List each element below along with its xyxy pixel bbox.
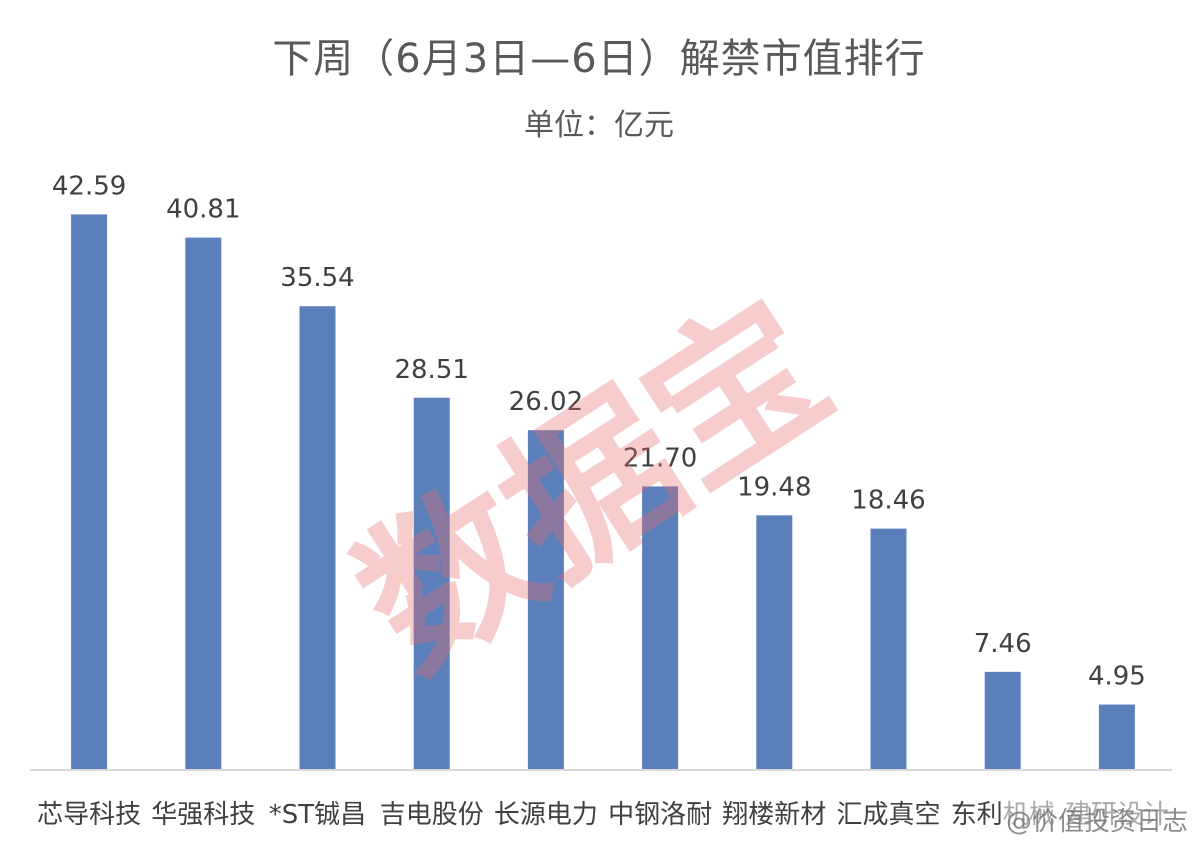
bar-1 — [71, 214, 108, 770]
bar-5 — [527, 430, 564, 769]
category-label-8: 汇成真空 — [836, 800, 940, 830]
value-label-5: 26.02 — [509, 387, 583, 417]
value-label-6: 21.70 — [623, 443, 697, 473]
bar-7 — [756, 515, 793, 769]
bar-3 — [299, 306, 336, 769]
value-label-2: 40.81 — [166, 195, 240, 225]
category-label-7: 翔楼新材 — [722, 800, 826, 830]
value-label-7: 19.48 — [737, 472, 811, 502]
bar-2 — [185, 237, 222, 769]
category-label-6: 中钢洛耐 — [608, 800, 712, 830]
category-label-4: 吉电股份 — [380, 800, 484, 830]
bar-10 — [1098, 704, 1135, 769]
bar-8 — [870, 528, 907, 769]
value-label-10: 4.95 — [1088, 662, 1146, 692]
bar-4 — [413, 397, 450, 769]
bar-9 — [984, 671, 1021, 769]
value-label-9: 7.46 — [974, 629, 1032, 659]
category-label-1: 芯导科技 — [37, 800, 141, 830]
value-label-8: 18.46 — [851, 486, 925, 516]
category-label-5: 长源电力 — [494, 800, 598, 830]
chart-title: 下周（6月3日—6日）解禁市值排行 — [272, 36, 926, 82]
value-label-4: 28.51 — [394, 355, 468, 385]
weibo-credit: @价值投资日志 — [1001, 801, 1192, 838]
value-label-3: 35.54 — [280, 263, 354, 293]
value-label-1: 42.59 — [52, 171, 126, 201]
chart-subtitle: 单位：亿元 — [524, 108, 674, 143]
bar-6 — [642, 486, 679, 769]
category-label-2: 华强科技 — [151, 800, 255, 830]
category-label-3: *ST铖昌 — [269, 800, 366, 830]
